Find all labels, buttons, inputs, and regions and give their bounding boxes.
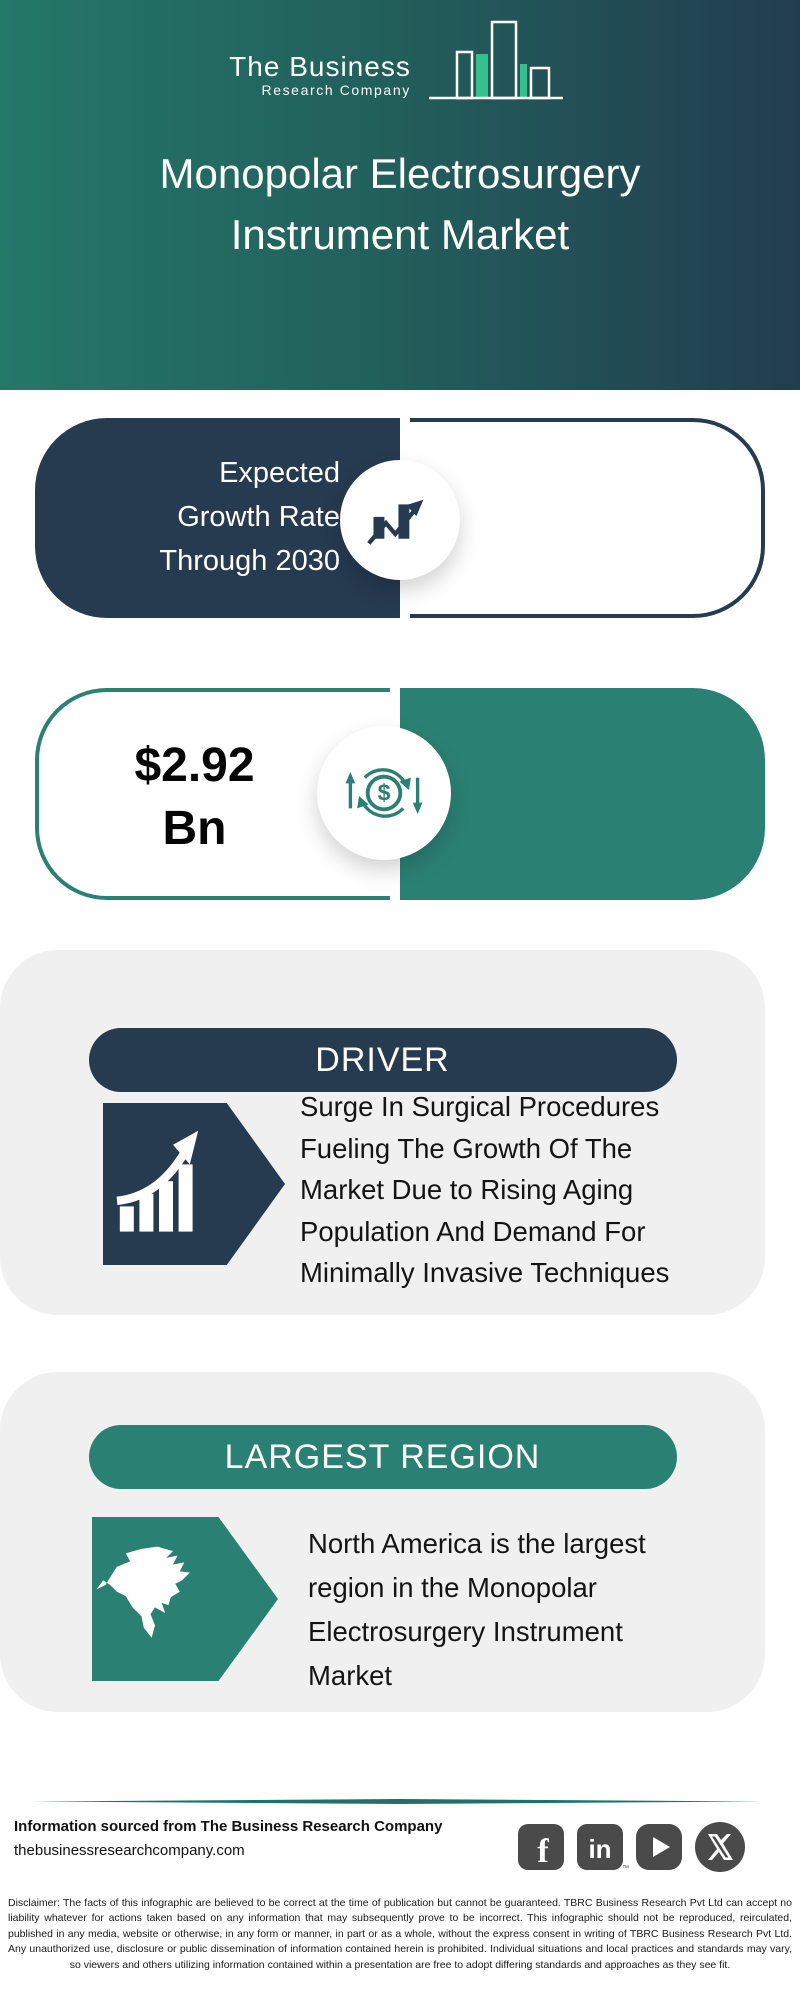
region-text-line: Market [308,1660,393,1691]
youtube-icon[interactable] [636,1824,682,1870]
driver-text-line: Fueling The Growth Of The [300,1132,633,1164]
website-url[interactable]: thebusinessresearchcompany.com [14,1842,245,1859]
market-size-unit: Bn [162,802,227,855]
page-title-line2: Instrument Market [230,211,570,258]
driver-section: DRIVER Surge In Surgical Procedures Fuel… [0,950,765,1315]
x-twitter-icon[interactable] [695,1822,745,1872]
growth-rate-label-pill: Expected Growth Rate Through 2030 [35,418,400,618]
market-size-value: $2.92 Bn [97,734,292,860]
growth-label-line: Through 2030 [159,545,340,577]
disclaimer-text: Disclaimer: The facts of this infographi… [8,1897,792,1971]
growth-rate-card: Expected Growth Rate Through 2030 4.9% [35,418,765,618]
driver-heading: DRIVER [315,1041,450,1079]
region-text-line: North America is the largest [308,1528,646,1559]
growth-chart-icon [340,460,460,580]
facebook-icon[interactable]: f [518,1824,564,1870]
source-text: Information sourced from The Business Re… [14,1818,443,1835]
region-heading-pill: LARGEST REGION [88,1425,677,1489]
north-america-map-icon [92,1517,278,1681]
driver-text-line: Population And Demand For [300,1215,646,1247]
money-exchange-icon: $ [317,726,451,860]
growth-rate-value-pill: 4.9% [410,418,765,618]
social-icons: f in ™ [518,1822,745,1872]
driver-heading-pill: DRIVER [88,1028,677,1092]
driver-text-line: Market Due to Rising Aging [300,1174,634,1205]
logo-subname: Research Company [261,82,411,98]
company-logo-text: The Business Research Company [229,52,411,102]
driver-text: Surge In Surgical Procedures Fueling The… [300,1086,755,1294]
logo-bars-icon [428,20,563,100]
footer-divider [30,1799,770,1804]
rising-bars-arrow-icon [103,1103,285,1265]
growth-rate-label: Expected Growth Rate Through 2030 [55,451,340,583]
market-size-amount: $2.92 [134,739,255,792]
region-text-line: Electrosurgery Instrument [308,1616,623,1647]
region-text-line: region in the Monopolar [308,1572,597,1603]
driver-text-line: Surge In Surgical Procedures [300,1091,660,1122]
growth-label-line: Expected [219,457,340,489]
facebook-glyph: f [537,1833,549,1870]
region-text: North America is the largest region in t… [308,1522,758,1698]
linkedin-glyph: in [588,1834,611,1864]
linkedin-icon[interactable]: in ™ [577,1824,629,1872]
company-logo: The Business Research Company [0,16,800,102]
page-title-line1: Monopolar Electrosurgery [159,150,641,197]
linkedin-tm: ™ [622,1865,629,1872]
market-size-label-pill: Expected Market Size By 2030 [400,688,765,900]
growth-label-line: Growth Rate [177,501,340,533]
region-heading: LARGEST REGION [224,1438,541,1476]
largest-region-section: LARGEST REGION North America is the larg… [0,1372,765,1712]
header-banner: The Business Research Company Monopolar … [0,0,800,390]
logo-name: The Business [229,51,411,82]
page-title: Monopolar Electrosurgery Instrument Mark… [0,143,800,265]
driver-text-line: Minimally Invasive Techniques [300,1257,670,1288]
dollar-glyph: $ [378,780,391,806]
market-size-card: $2.92 Bn Expected Market Size By 2030 $ [35,688,765,900]
